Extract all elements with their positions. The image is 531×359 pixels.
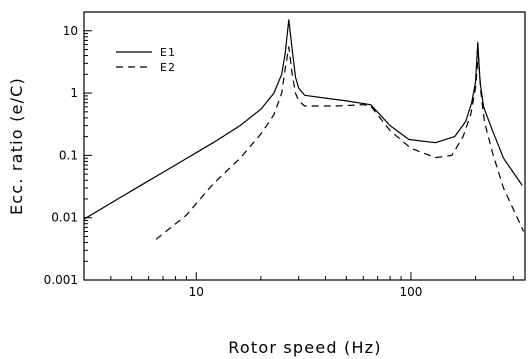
y-tick-label: 1: [70, 86, 78, 100]
x-tick-label: 100: [399, 285, 422, 299]
y-tick-label: 0.01: [51, 211, 78, 225]
series-layer: [83, 19, 525, 240]
series-line-e1: [83, 19, 523, 220]
y-tick-label: 0.001: [44, 273, 78, 287]
x-axis-title: Rotor speed (Hz): [228, 338, 381, 357]
legend-label-e2: E2: [160, 61, 176, 74]
ticks-layer: 0.001 0.01 0.1 1 10 10 100: [44, 24, 514, 299]
y-tick-label: 0.1: [59, 148, 78, 162]
y-tick-label: 10: [63, 24, 78, 38]
plot-frame: [83, 11, 526, 281]
legend: E1 E2: [116, 46, 176, 74]
y-axis-title: Ecc. ratio (e/C): [7, 77, 26, 215]
legend-label-e1: E1: [160, 46, 176, 59]
x-tick-label: 10: [189, 285, 204, 299]
series-line-e2: [155, 46, 525, 240]
